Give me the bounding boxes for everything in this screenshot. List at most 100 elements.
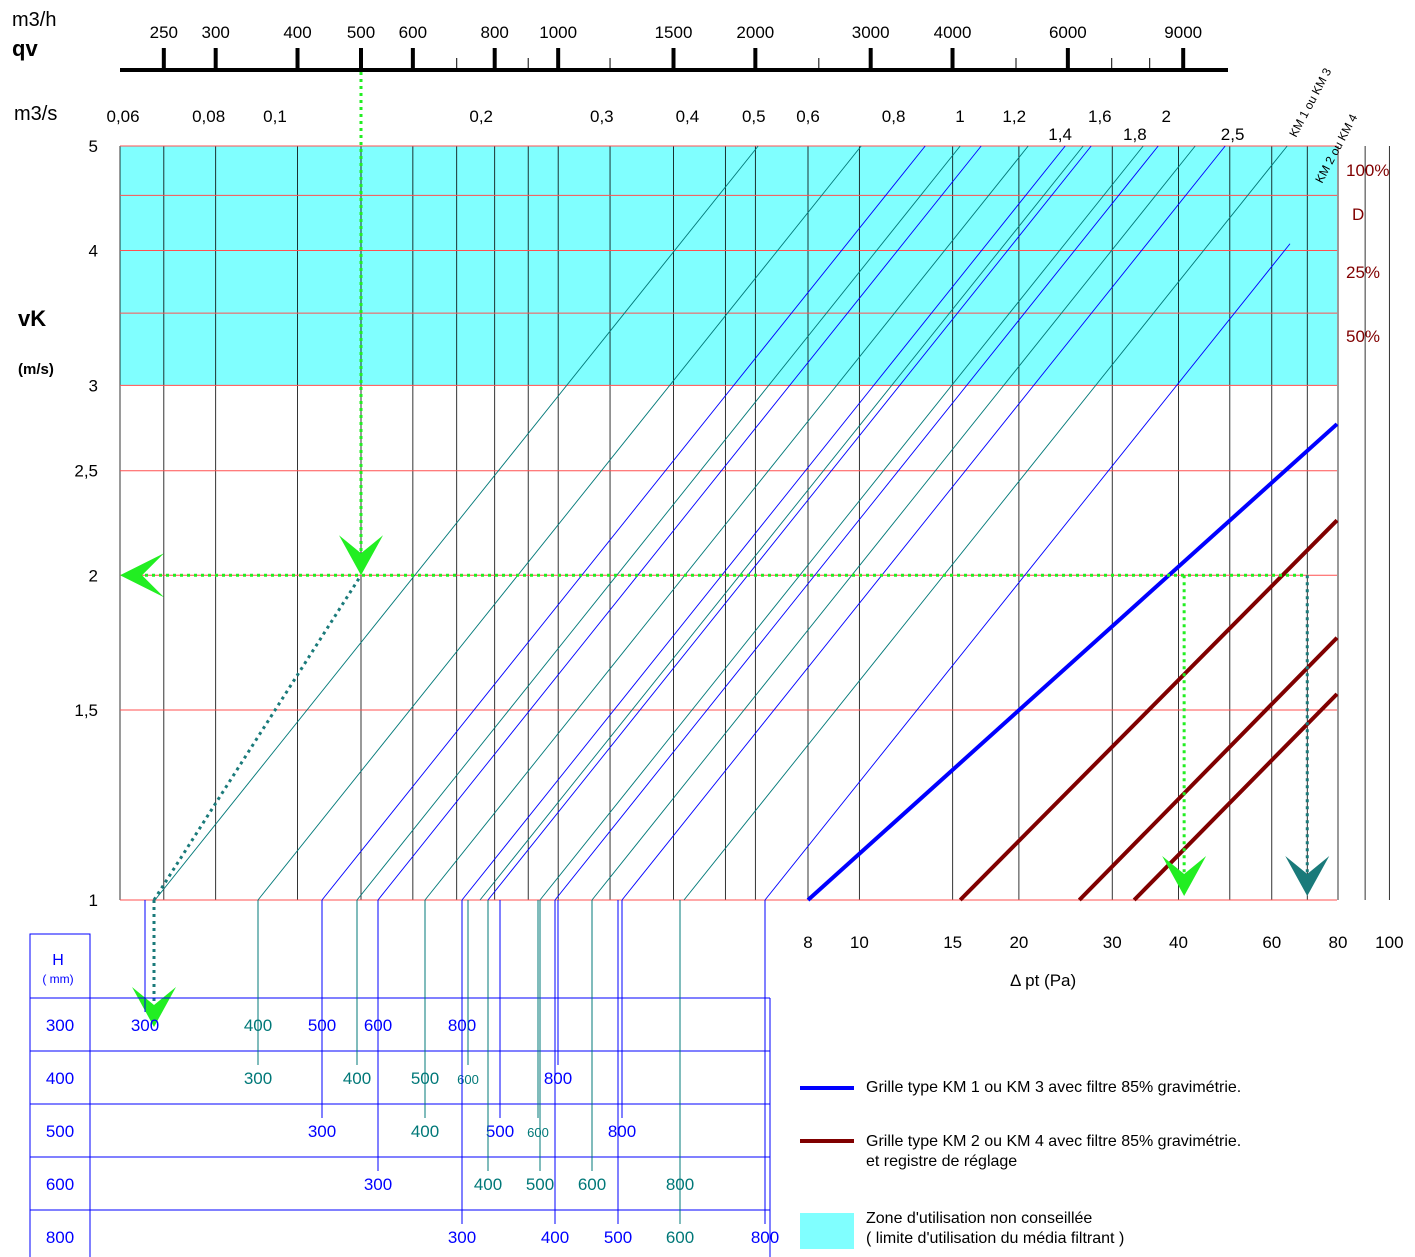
diagonal-line xyxy=(479,145,1084,901)
qv-m3h-tick-label: 400 xyxy=(283,23,311,42)
qv-m3h-tick-label: 600 xyxy=(399,23,427,42)
qv-m3h-tick-label: 1000 xyxy=(539,23,577,42)
dpt-tick-label: 15 xyxy=(943,933,962,952)
qv-m3s-tick-label: 1,2 xyxy=(1002,107,1026,126)
diagonal-line xyxy=(591,145,1196,901)
qv-m3h-tick-label: 9000 xyxy=(1164,23,1202,42)
qv-m3h-tick-label: 800 xyxy=(481,23,509,42)
qv-m3s-tick-label: 2,5 xyxy=(1221,125,1245,144)
qv-m3s-tick-label: 0,5 xyxy=(742,107,766,126)
table-entry: 600 xyxy=(457,1072,479,1087)
vk-unit: (m/s) xyxy=(18,361,54,378)
diagonal-line xyxy=(257,145,862,901)
vk-tick-label: 1 xyxy=(89,891,98,910)
qv-m3s-tick-label: 1,6 xyxy=(1088,107,1112,126)
table-entry: 500 xyxy=(486,1122,514,1141)
table-entry: 400 xyxy=(474,1175,502,1194)
qv-m3s-tick-label: 0,08 xyxy=(192,107,225,126)
qv-m3h-tick-label: 2000 xyxy=(736,23,774,42)
diagonal-line xyxy=(377,145,982,901)
table-entry: 300 xyxy=(308,1122,336,1141)
vk-tick-label: 2,5 xyxy=(74,462,98,481)
table-row-h: 400 xyxy=(46,1069,74,1088)
curve-km24 xyxy=(1077,636,1339,902)
arrow-left-icon xyxy=(120,553,164,598)
qv-m3s-tick-label: 0,3 xyxy=(590,107,614,126)
qv-m3s-tick-label: 1,4 xyxy=(1048,125,1072,144)
diagonal-line xyxy=(461,145,1066,901)
curve-km13 xyxy=(806,422,1339,902)
table-entry: 400 xyxy=(411,1122,439,1141)
dpt-tick-label: 80 xyxy=(1329,933,1348,952)
table-entry: 500 xyxy=(604,1228,632,1247)
table-entry: 800 xyxy=(751,1228,779,1247)
legend-text: et registre de réglage xyxy=(866,1153,1018,1170)
dpt-tick-label: 60 xyxy=(1262,933,1281,952)
table-entry: 500 xyxy=(526,1175,554,1194)
table-row-h: 300 xyxy=(46,1016,74,1035)
diagonal-line xyxy=(554,145,1159,901)
vk-tick-label: 1,5 xyxy=(74,701,98,720)
diagonal-line xyxy=(683,145,1288,901)
table-entry: 600 xyxy=(666,1228,694,1247)
legend-swatch-zone xyxy=(800,1213,854,1249)
table-entry: 300 xyxy=(448,1228,476,1247)
label-km13: KM 1 ou KM 3 xyxy=(1286,65,1334,139)
qv-m3h-tick-label: 4000 xyxy=(934,23,972,42)
vk-label: vK xyxy=(18,306,46,331)
diagonal-line xyxy=(356,145,961,901)
dpt-tick-label: 100 xyxy=(1375,933,1403,952)
vk-tick-label: 4 xyxy=(89,242,98,261)
label-100pct: 100% xyxy=(1346,161,1389,180)
table-entry: 400 xyxy=(541,1228,569,1247)
table-entry: 800 xyxy=(608,1122,636,1141)
qv-unit-m3h: m3/h xyxy=(12,9,56,31)
legend-text: ( limite d'utilisation du média filtrant… xyxy=(866,1230,1125,1247)
qv-unit-m3s: m3/s xyxy=(14,103,57,125)
label-50pct: 50% xyxy=(1346,327,1380,346)
diagonal-line xyxy=(424,145,1029,901)
dpt-tick-label: 20 xyxy=(1009,933,1028,952)
table-entry: 300 xyxy=(364,1175,392,1194)
legend-item-km13: Grille type KM 1 ou KM 3 avec filtre 85%… xyxy=(866,1078,1241,1098)
qv-m3s-tick-label: 0,8 xyxy=(882,107,906,126)
qv-m3h-tick-label: 3000 xyxy=(852,23,890,42)
table-entry: 300 xyxy=(244,1069,272,1088)
table-entry: 600 xyxy=(578,1175,606,1194)
legend-item-km24: Grille type KM 2 ou KM 4 avec filtre 85%… xyxy=(866,1132,1241,1172)
qv-m3s-tick-label: 2 xyxy=(1161,107,1170,126)
vk-tick-label: 2 xyxy=(89,566,98,585)
arrow-down-icon xyxy=(1285,856,1330,896)
diagonal-line xyxy=(539,145,1144,901)
qv-m3s-tick-label: 0,06 xyxy=(106,107,139,126)
qv-m3s-tick-label: 0,6 xyxy=(796,107,820,126)
table-entry: 600 xyxy=(527,1125,549,1140)
qv-m3s-tick-label: 0,4 xyxy=(676,107,700,126)
table-entry: 300 xyxy=(131,1016,159,1035)
table-entry: 800 xyxy=(544,1069,572,1088)
curve-km24 xyxy=(958,518,1339,902)
table-entry: 400 xyxy=(343,1069,371,1088)
arrow-down-icon xyxy=(339,535,383,576)
qv-m3s-tick-label: 0,2 xyxy=(469,107,493,126)
table-header-h: H xyxy=(52,952,64,969)
qv-m3h-tick-label: 250 xyxy=(150,23,178,42)
legend-text: Grille type KM 1 ou KM 3 avec filtre 85%… xyxy=(866,1079,1242,1096)
legend-text: Zone d'utilisation non conseillée xyxy=(866,1210,1093,1227)
diagonal-line xyxy=(621,145,1226,901)
qv-m3s-tick-label: 1 xyxy=(955,107,964,126)
table-row-h: 500 xyxy=(46,1122,74,1141)
legend-text: Grille type KM 2 ou KM 4 avec filtre 85%… xyxy=(866,1133,1242,1150)
example-path-diagonal xyxy=(152,574,363,901)
table-row-h: 600 xyxy=(46,1175,74,1194)
qv-m3s-tick-label: 1,8 xyxy=(1123,125,1147,144)
dpt-tick-label: 10 xyxy=(850,933,869,952)
dpt-tick-label: 30 xyxy=(1103,933,1122,952)
dpt-tick-label: 8 xyxy=(803,933,812,952)
label-d: D xyxy=(1352,205,1364,224)
qv-m3h-tick-label: 6000 xyxy=(1049,23,1087,42)
qv-symbol: qv xyxy=(12,36,38,61)
qv-m3h-tick-label: 500 xyxy=(347,23,375,42)
legend-item-zone: Zone d'utilisation non conseillée ( limi… xyxy=(866,1209,1124,1249)
